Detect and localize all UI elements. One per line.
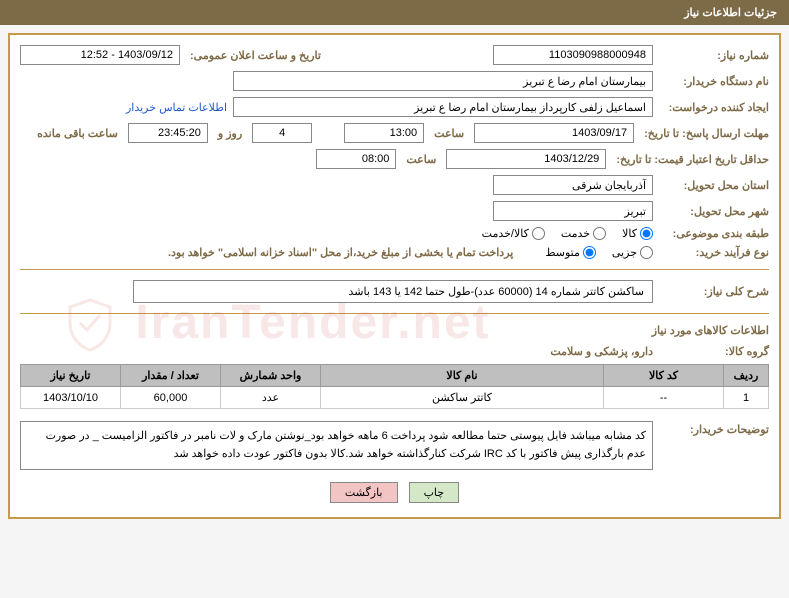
row-requester: ایجاد کننده درخواست: اسماعیل زلفی کارپرد… bbox=[20, 97, 769, 117]
radio-partial-input[interactable] bbox=[640, 246, 653, 259]
radio-medium-input[interactable] bbox=[583, 246, 596, 259]
field-goods-group: دارو، پزشکی و سلامت bbox=[550, 345, 653, 358]
label-purchase-process: نوع فرآیند خرید: bbox=[659, 246, 769, 259]
label-announce-datetime: تاریخ و ساعت اعلان عمومی: bbox=[186, 49, 325, 62]
label-remaining: ساعت باقی مانده bbox=[33, 127, 122, 140]
radio-partial[interactable]: جزیی bbox=[612, 246, 653, 259]
main-container: IranTender.net شماره نیاز: 1103090988000… bbox=[8, 33, 781, 519]
th-unit: واحد شمارش bbox=[221, 365, 321, 387]
label-subject-class: طبقه بندی موضوعی: bbox=[659, 227, 769, 240]
field-price-validity-date: 1403/12/29 bbox=[446, 149, 606, 169]
label-hour-1: ساعت bbox=[430, 127, 468, 140]
divider-2 bbox=[20, 313, 769, 314]
td-need-date: 1403/10/10 bbox=[21, 387, 121, 409]
field-delivery-province: آذربایجان شرقی bbox=[493, 175, 653, 195]
radio-medium[interactable]: متوسط bbox=[545, 246, 596, 259]
td-name: کاتتر ساکشن bbox=[321, 387, 604, 409]
field-announce-datetime: 1403/09/12 - 12:52 bbox=[20, 45, 180, 65]
row-price-validity: حداقل تاریخ اعتبار قیمت: تا تاریخ: 1403/… bbox=[20, 149, 769, 169]
td-row: 1 bbox=[724, 387, 769, 409]
row-response-deadline: مهلت ارسال پاسخ: تا تاریخ: 1403/09/17 سا… bbox=[20, 123, 769, 143]
row-goods-group: گروه کالا: دارو، پزشکی و سلامت bbox=[20, 345, 769, 358]
th-code: کد کالا bbox=[604, 365, 724, 387]
page-header: جزئیات اطلاعات نیاز bbox=[0, 0, 789, 25]
radio-both-input[interactable] bbox=[532, 227, 545, 240]
divider-1 bbox=[20, 269, 769, 270]
back-button[interactable]: بازگشت bbox=[330, 482, 398, 503]
label-delivery-city: شهر محل تحویل: bbox=[659, 205, 769, 218]
field-delivery-city: تبریز bbox=[493, 201, 653, 221]
th-name: نام کالا bbox=[321, 365, 604, 387]
label-hour-2: ساعت bbox=[402, 153, 440, 166]
label-need-number: شماره نیاز: bbox=[659, 49, 769, 62]
label-buyer-org: نام دستگاه خریدار: bbox=[659, 75, 769, 88]
td-qty: 60,000 bbox=[121, 387, 221, 409]
label-response-deadline: مهلت ارسال پاسخ: تا تاریخ: bbox=[640, 127, 769, 140]
field-remaining-time: 23:45:20 bbox=[128, 123, 208, 143]
field-response-time: 13:00 bbox=[344, 123, 424, 143]
radio-group-process: جزیی متوسط bbox=[545, 246, 653, 259]
payment-note: پرداخت تمام یا بخشی از مبلغ خرید،از محل … bbox=[168, 246, 513, 259]
table-header-row: ردیف کد کالا نام کالا واحد شمارش تعداد /… bbox=[21, 365, 769, 387]
field-need-number: 1103090988000948 bbox=[493, 45, 653, 65]
label-buyer-notes: توضیحات خریدار: bbox=[659, 417, 769, 436]
row-need-summary: شرح کلی نیاز: ساکشن کاتتر شماره 14 (6000… bbox=[20, 280, 769, 303]
th-qty: تعداد / مقدار bbox=[121, 365, 221, 387]
td-unit: عدد bbox=[221, 387, 321, 409]
th-need-date: تاریخ نیاز bbox=[21, 365, 121, 387]
radio-goods[interactable]: کالا bbox=[622, 227, 653, 240]
row-need-number: شماره نیاز: 1103090988000948 تاریخ و ساع… bbox=[20, 45, 769, 65]
label-goods-group: گروه کالا: bbox=[659, 345, 769, 358]
link-buyer-contact[interactable]: اطلاعات تماس خریدار bbox=[126, 101, 227, 114]
section-goods-info: اطلاعات کالاهای مورد نیاز bbox=[20, 324, 769, 337]
label-price-validity: حداقل تاریخ اعتبار قیمت: تا تاریخ: bbox=[612, 153, 769, 166]
radio-service[interactable]: خدمت bbox=[561, 227, 606, 240]
field-remaining-days: 4 bbox=[252, 123, 312, 143]
button-row: چاپ بازگشت bbox=[20, 482, 769, 503]
row-subject-class: طبقه بندی موضوعی: کالا خدمت کالا/خدمت bbox=[20, 227, 769, 240]
goods-table: ردیف کد کالا نام کالا واحد شمارش تعداد /… bbox=[20, 364, 769, 409]
radio-service-input[interactable] bbox=[593, 227, 606, 240]
table-row: 1 -- کاتتر ساکشن عدد 60,000 1403/10/10 bbox=[21, 387, 769, 409]
row-buyer-org: نام دستگاه خریدار: بیمارستان امام رضا ع … bbox=[20, 71, 769, 91]
field-price-validity-time: 08:00 bbox=[316, 149, 396, 169]
field-buyer-notes: کد مشابه میباشد فایل پیوستی حتما مطالعه … bbox=[20, 421, 653, 470]
th-row: ردیف bbox=[724, 365, 769, 387]
row-delivery-province: استان محل تحویل: آذربایجان شرقی bbox=[20, 175, 769, 195]
row-purchase-process: نوع فرآیند خرید: جزیی متوسط پرداخت تمام … bbox=[20, 246, 769, 259]
label-delivery-province: استان محل تحویل: bbox=[659, 179, 769, 192]
print-button[interactable]: چاپ bbox=[409, 482, 460, 503]
row-buyer-notes: توضیحات خریدار: کد مشابه میباشد فایل پیو… bbox=[20, 417, 769, 470]
radio-group-subject: کالا خدمت کالا/خدمت bbox=[482, 227, 653, 240]
label-need-summary: شرح کلی نیاز: bbox=[659, 285, 769, 298]
label-requester: ایجاد کننده درخواست: bbox=[659, 101, 769, 114]
field-requester: اسماعیل زلفی کارپرداز بیمارستان امام رضا… bbox=[233, 97, 653, 117]
td-code: -- bbox=[604, 387, 724, 409]
field-need-summary: ساکشن کاتتر شماره 14 (60000 عدد)-طول حتم… bbox=[133, 280, 653, 303]
radio-both[interactable]: کالا/خدمت bbox=[482, 227, 545, 240]
row-delivery-city: شهر محل تحویل: تبریز bbox=[20, 201, 769, 221]
label-days-and: روز و bbox=[214, 127, 246, 140]
radio-goods-input[interactable] bbox=[640, 227, 653, 240]
field-buyer-org: بیمارستان امام رضا ع تبریز bbox=[233, 71, 653, 91]
field-response-date: 1403/09/17 bbox=[474, 123, 634, 143]
header-title: جزئیات اطلاعات نیاز bbox=[684, 7, 777, 19]
